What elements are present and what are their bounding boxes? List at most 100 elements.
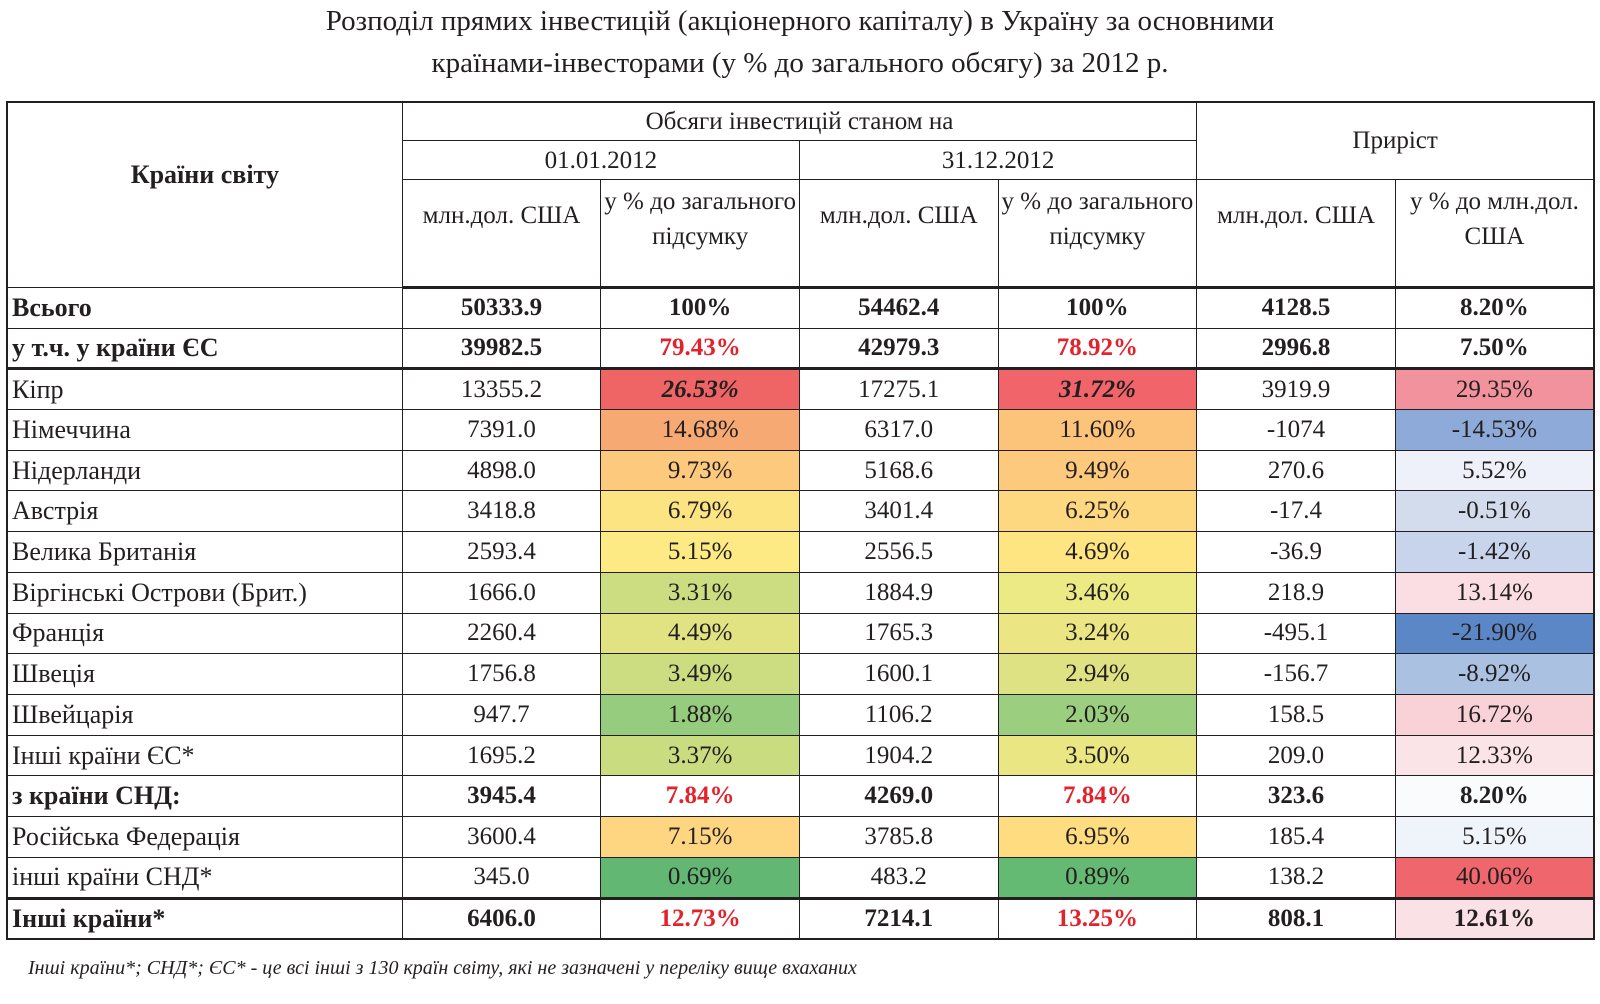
cell-growth-mln: -495.1 bbox=[1196, 612, 1396, 655]
cell-pct-2012-12: 31.72% bbox=[997, 368, 1198, 410]
cell-mln-2012-01: 13355.2 bbox=[401, 368, 602, 410]
cell-mln-2012-01: 3418.8 bbox=[401, 490, 602, 533]
cell-growth-mln: 138.2 bbox=[1196, 856, 1396, 900]
cell-growth-mln: 218.9 bbox=[1196, 571, 1396, 614]
cell-pct-2012-01: 6.79% bbox=[600, 490, 800, 533]
cell-mln-2012-01: 3945.4 bbox=[401, 775, 602, 818]
cell-mln-2012-12: 1884.9 bbox=[798, 571, 999, 614]
cell-pct-2012-01: 7.15% bbox=[600, 816, 800, 858]
cell-pct-2012-01: 79.43% bbox=[600, 327, 800, 371]
cell-pct-2012-12: 4.69% bbox=[997, 531, 1198, 573]
cell-country: Нідерланди bbox=[6, 449, 403, 492]
col-pct-total-2: у % до загального підсумку bbox=[997, 178, 1198, 289]
cell-growth-mln: 4128.5 bbox=[1196, 286, 1396, 329]
cell-growth-pct: 40.06% bbox=[1394, 856, 1595, 900]
cell-pct-2012-12: 6.25% bbox=[997, 490, 1198, 533]
cell-mln-2012-12: 6317.0 bbox=[798, 408, 999, 451]
cell-mln-2012-12: 2556.5 bbox=[798, 531, 999, 573]
cell-country: Російська Федерація bbox=[6, 816, 403, 858]
investment-table: Країни світу Обсяги інвестицій станом на… bbox=[6, 101, 1595, 940]
cell-growth-mln: 808.1 bbox=[1196, 897, 1396, 940]
cell-mln-2012-12: 4269.0 bbox=[798, 775, 999, 818]
cell-country: Інші країни ЄС* bbox=[6, 734, 403, 777]
cell-mln-2012-12: 5168.6 bbox=[798, 449, 999, 492]
table-row: Всього 50333.9 100% 54462.4 100% 4128.5 8.20% bbox=[6, 286, 1595, 329]
cell-mln-2012-12: 483.2 bbox=[798, 856, 999, 900]
cell-pct-2012-12: 3.46% bbox=[997, 571, 1198, 614]
table-row: Російська Федерація 3600.4 7.15% 3785.8 6.95… bbox=[6, 816, 1595, 858]
cell-mln-2012-01: 345.0 bbox=[401, 856, 602, 900]
cell-pct-2012-12: 9.49% bbox=[997, 449, 1198, 492]
cell-pct-2012-01: 26.53% bbox=[600, 368, 800, 410]
table-row: Кіпр 13355.2 26.53% 17275.1 31.72% 3919.9 29.3… bbox=[6, 368, 1595, 410]
cell-growth-pct: 7.50% bbox=[1394, 327, 1595, 371]
table-row: Німеччина 7391.0 14.68% 6317.0 11.60% -1074 -1… bbox=[6, 408, 1595, 451]
cell-growth-mln: 323.6 bbox=[1196, 775, 1396, 818]
cell-country: у т.ч. у країни ЄС bbox=[6, 327, 403, 371]
cell-pct-2012-12: 6.95% bbox=[997, 816, 1198, 858]
cell-pct-2012-01: 7.84% bbox=[600, 775, 800, 818]
col-mln-2: млн.дол. США bbox=[798, 178, 999, 289]
cell-mln-2012-01: 4898.0 bbox=[401, 449, 602, 492]
date2-header: 31.12.2012 bbox=[798, 140, 1198, 180]
cell-pct-2012-12: 100% bbox=[997, 286, 1198, 329]
cell-growth-pct: -21.90% bbox=[1394, 612, 1595, 655]
cell-pct-2012-12: 3.24% bbox=[997, 612, 1198, 655]
cell-country: Віргінські Острови (Брит.) bbox=[6, 571, 403, 614]
cell-country: Австрія bbox=[6, 490, 403, 533]
cell-growth-pct: 13.14% bbox=[1394, 571, 1595, 614]
cell-pct-2012-12: 13.25% bbox=[997, 897, 1198, 940]
cell-growth-pct: 8.20% bbox=[1394, 775, 1595, 818]
cell-pct-2012-12: 3.50% bbox=[997, 734, 1198, 777]
table-row: Віргінські Острови (Брит.) 1666.0 3.31% 188… bbox=[6, 571, 1595, 614]
cell-mln-2012-12: 1106.2 bbox=[798, 694, 999, 736]
cell-pct-2012-12: 11.60% bbox=[997, 408, 1198, 451]
table-row: Велика Британія 2593.4 5.15% 2556.5 4.69% -36… bbox=[6, 531, 1595, 573]
cell-mln-2012-12: 3401.4 bbox=[798, 490, 999, 533]
cell-mln-2012-12: 42979.3 bbox=[798, 327, 999, 371]
countries-header: Країни світу bbox=[6, 101, 403, 288]
cell-pct-2012-12: 2.03% bbox=[997, 694, 1198, 736]
cell-growth-mln: 158.5 bbox=[1196, 694, 1396, 736]
title-line-1: Розподіл прямих інвестицій (акціонерного… bbox=[325, 5, 1275, 37]
cell-growth-pct: 5.52% bbox=[1394, 449, 1595, 492]
cell-country: Всього bbox=[6, 286, 403, 329]
table-row: у т.ч. у країни ЄС 39982.5 79.43% 42979.3 78… bbox=[6, 327, 1595, 371]
table-row: Швейцарія 947.7 1.88% 1106.2 2.03% 158.5 16.72… bbox=[6, 694, 1595, 736]
cell-mln-2012-12: 1904.2 bbox=[798, 734, 999, 777]
cell-pct-2012-01: 9.73% bbox=[600, 449, 800, 492]
table-row: Франція 2260.4 4.49% 1765.3 3.24% -495.1 -21.9… bbox=[6, 612, 1595, 655]
col-pct-total-1: у % до загального підсумку bbox=[600, 178, 800, 289]
cell-mln-2012-01: 2260.4 bbox=[401, 612, 602, 655]
table-row: з країни СНД: 3945.4 7.84% 4269.0 7.84% 323.6… bbox=[6, 775, 1595, 818]
cell-growth-mln: -1074 bbox=[1196, 408, 1396, 451]
table-row: Інші країни ЄС* 1695.2 3.37% 1904.2 3.50% 209… bbox=[6, 734, 1595, 777]
cell-mln-2012-12: 54462.4 bbox=[798, 286, 999, 329]
table-row: Нідерланди 4898.0 9.73% 5168.6 9.49% 270.6 5.5… bbox=[6, 449, 1595, 492]
cell-country: з країни СНД: bbox=[6, 775, 403, 818]
cell-growth-mln: -156.7 bbox=[1196, 653, 1396, 695]
growth-header: Приріст bbox=[1196, 101, 1595, 180]
cell-pct-2012-01: 14.68% bbox=[600, 408, 800, 451]
cell-mln-2012-01: 1756.8 bbox=[401, 653, 602, 695]
cell-country: Велика Британія bbox=[6, 531, 403, 573]
cell-country: Кіпр bbox=[6, 368, 403, 410]
cell-country: Інші країни* bbox=[6, 897, 403, 940]
cell-growth-mln: 2996.8 bbox=[1196, 327, 1396, 371]
col-pct-mln-growth: у % до млн.дол. США bbox=[1394, 178, 1595, 289]
table-row: Швеція 1756.8 3.49% 1600.1 2.94% -156.7 -8.92% bbox=[6, 653, 1595, 695]
cell-country: Німеччина bbox=[6, 408, 403, 451]
cell-growth-pct: -1.42% bbox=[1394, 531, 1595, 573]
cell-growth-mln: 185.4 bbox=[1196, 816, 1396, 858]
cell-growth-mln: 270.6 bbox=[1196, 449, 1396, 492]
cell-mln-2012-12: 1600.1 bbox=[798, 653, 999, 695]
cell-mln-2012-01: 2593.4 bbox=[401, 531, 602, 573]
cell-mln-2012-01: 3600.4 bbox=[401, 816, 602, 858]
cell-growth-pct: 12.33% bbox=[1394, 734, 1595, 777]
cell-mln-2012-01: 1695.2 bbox=[401, 734, 602, 777]
cell-mln-2012-01: 1666.0 bbox=[401, 571, 602, 614]
cell-pct-2012-01: 5.15% bbox=[600, 531, 800, 573]
cell-country: Швейцарія bbox=[6, 694, 403, 736]
title-line-2: країнами-інвесторами (у % до загального … bbox=[431, 47, 1169, 79]
cell-mln-2012-01: 947.7 bbox=[401, 694, 602, 736]
